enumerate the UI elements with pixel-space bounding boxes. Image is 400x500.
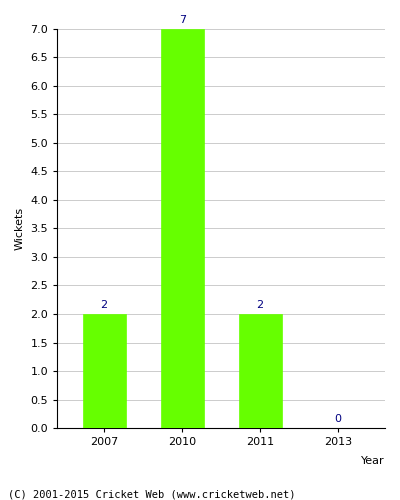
Bar bbox=[83, 314, 126, 428]
Text: 2: 2 bbox=[257, 300, 264, 310]
Y-axis label: Wickets: Wickets bbox=[15, 207, 25, 250]
Text: (C) 2001-2015 Cricket Web (www.cricketweb.net): (C) 2001-2015 Cricket Web (www.cricketwe… bbox=[8, 490, 296, 500]
Bar bbox=[239, 314, 282, 428]
Text: Year: Year bbox=[361, 456, 385, 466]
Text: 7: 7 bbox=[178, 15, 186, 25]
Text: 2: 2 bbox=[100, 300, 108, 310]
Bar bbox=[161, 29, 204, 428]
Text: 0: 0 bbox=[335, 414, 342, 424]
